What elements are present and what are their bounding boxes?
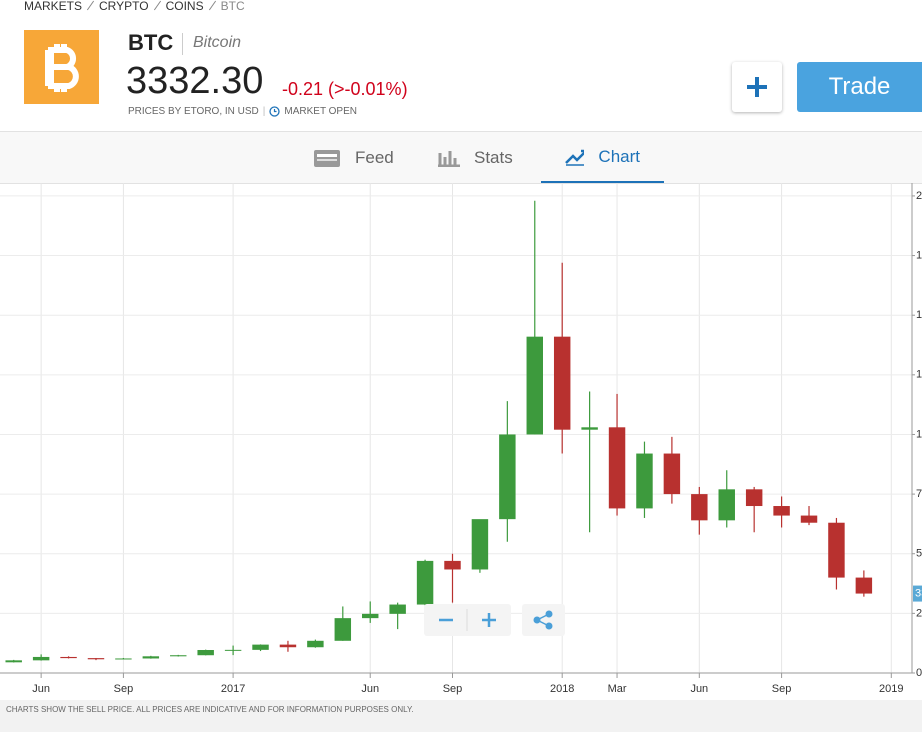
x-tick-label: Jun — [690, 683, 708, 695]
candle-body — [252, 644, 269, 650]
tab-label: Stats — [474, 147, 513, 167]
x-tick-label: 2019 — [879, 683, 903, 695]
logo-icon — [45, 44, 79, 92]
candle-body — [142, 656, 160, 659]
price-meta: PRICES BY ETORO, IN USD | MARKET OPEN — [128, 106, 357, 117]
candle-body — [87, 658, 105, 660]
price: 3332.30 — [126, 60, 264, 102]
plus-icon — [747, 77, 767, 97]
stats-icon — [438, 150, 460, 167]
chart-icon — [565, 149, 585, 166]
candle-body — [745, 489, 763, 507]
divider — [182, 33, 183, 55]
candle-body — [115, 658, 132, 660]
breadcrumb-item[interactable]: MARKETS — [24, 0, 83, 13]
candle-body — [389, 604, 406, 614]
candle-body — [307, 640, 324, 648]
share-icon — [533, 610, 553, 630]
watchlist-button[interactable] — [732, 62, 782, 112]
price-badge — [913, 585, 922, 602]
x-tick-label: Jun — [32, 683, 50, 695]
instrument-name: Bitcoin — [193, 34, 242, 51]
y-tick-label: 7500 — [916, 488, 922, 500]
y-tick-label: 12500 — [916, 369, 922, 381]
tab-label: Feed — [355, 147, 394, 167]
zoom-controls — [424, 604, 511, 636]
candle-body — [855, 577, 873, 594]
candle-body — [581, 427, 598, 430]
tab-label: Chart — [598, 146, 640, 166]
zoom-in[interactable] — [482, 613, 496, 627]
candle-body — [608, 427, 626, 509]
candle-body — [224, 649, 242, 651]
tab-chart[interactable]: Chart — [541, 132, 664, 183]
candle-body — [362, 613, 379, 619]
candle-body — [526, 336, 543, 435]
bitcoin-glyph — [45, 44, 79, 92]
candle-body — [279, 644, 297, 648]
x-tick-label: Sep — [772, 683, 792, 695]
y-tick-label: 10000 — [916, 428, 922, 440]
candle-body — [60, 656, 77, 659]
y-tick-label: 0 — [916, 667, 922, 679]
x-tick-label: Jun — [361, 683, 379, 695]
breadcrumb-item[interactable]: CRYPTO — [82, 0, 149, 13]
market-status: MARKET OPEN — [284, 106, 357, 117]
tab-stats[interactable]: Stats — [438, 132, 513, 183]
x-tick-label: Mar — [608, 683, 627, 695]
candle-body — [691, 494, 708, 521]
y-tick-label: 17500 — [916, 249, 922, 261]
price-badge-label: 3332.30 — [915, 587, 922, 599]
breadcrumb: MARKETS CRYPTO COINS BTC — [24, 0, 245, 13]
candle-body — [197, 650, 214, 656]
candle-body — [773, 506, 790, 516]
y-tick-label: 2500 — [916, 607, 922, 619]
clock-icon — [269, 106, 281, 117]
candle-body — [471, 519, 489, 570]
candle-body — [553, 336, 571, 430]
price-chart: Jun Sep 2017 Jun Sep 2018 Mar Jun Sep 2019 0 2500 50… — [0, 183, 922, 695]
x-tick-label: 2018 — [550, 683, 574, 695]
candle-body — [170, 655, 187, 657]
y-tick-label: 15000 — [916, 309, 922, 321]
candle-body — [334, 618, 352, 641]
candle-body — [416, 560, 434, 605]
x-tick-label: Sep — [443, 683, 463, 695]
candle-body — [32, 656, 50, 661]
breadcrumb-item[interactable]: COINS — [149, 0, 204, 13]
disclaimer: CHARTS SHOW THE SELL PRICE. ALL PRICES A… — [0, 700, 922, 732]
share-button[interactable] — [522, 604, 565, 636]
y-tick-label: 5000 — [916, 548, 922, 560]
price-change: -0.21 (>-0.01%) — [282, 79, 408, 99]
candle-body — [444, 560, 461, 570]
x-tick-label: 2017 — [221, 683, 245, 695]
price-source: PRICES BY ETORO, IN USD — [128, 106, 259, 117]
candle-body — [636, 453, 653, 509]
candle-body — [663, 453, 681, 495]
candle-body — [499, 434, 516, 520]
candle-body — [800, 515, 818, 523]
symbol: BTC — [128, 30, 174, 55]
y-tick-label: 20000 — [916, 190, 922, 202]
candle-body — [718, 489, 735, 521]
tab-bar: Feed Stats Chart — [0, 131, 922, 184]
tab-feed[interactable]: Feed — [313, 132, 394, 183]
candle-body — [5, 660, 22, 663]
breadcrumb-item[interactable]: BTC — [204, 0, 245, 13]
meta-divider: | — [262, 106, 266, 117]
trade-button[interactable]: Trade — [797, 62, 922, 112]
x-tick-label: Sep — [114, 683, 134, 695]
feed-icon — [314, 149, 340, 167]
zoom-icons — [439, 609, 496, 631]
coin-logo — [24, 30, 99, 104]
candle-body — [828, 522, 845, 578]
